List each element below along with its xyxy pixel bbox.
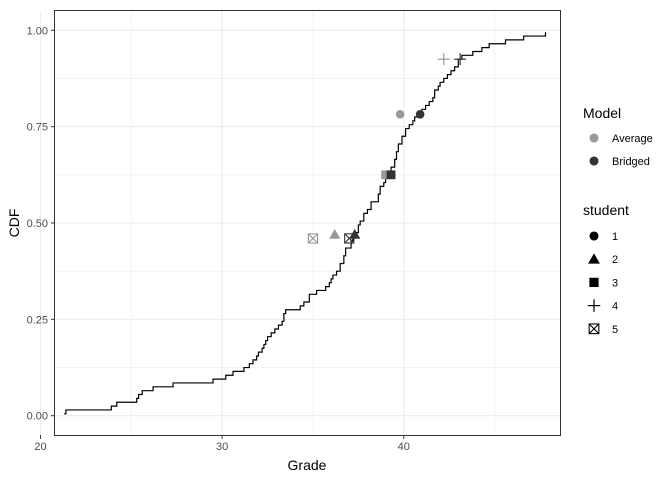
- legend-label-model-average: Average: [612, 133, 653, 145]
- axis-ticks: 20 30 40 0.00 0.25 0.50 0.75 1.00: [27, 25, 410, 453]
- marker-box-diag2: [344, 233, 355, 244]
- y-axis-title: CDF: [6, 209, 22, 238]
- legend-key-student-5: [588, 323, 600, 335]
- marker-bridged-student-5: [344, 233, 355, 244]
- marker-box: [588, 323, 600, 335]
- legend-key-student-4: [587, 299, 601, 312]
- x-axis-title: Grade: [288, 457, 327, 473]
- grid-lines: [39, 11, 560, 435]
- y-tick-label: 0.75: [27, 122, 48, 134]
- legend-label-student-5: 5: [612, 324, 618, 336]
- student-markers: [307, 53, 467, 244]
- marker-box: [344, 233, 355, 244]
- marker-average-student-3: [381, 170, 391, 180]
- legend-label-student-4: 4: [612, 301, 618, 313]
- marker-square: [589, 277, 599, 288]
- legend-key-student-1: [589, 231, 599, 241]
- legend-label-student-1: 1: [612, 231, 618, 243]
- marker-average-student-5: [307, 233, 319, 244]
- legend-label-student-3: 3: [612, 277, 618, 289]
- marker-circle: [395, 110, 405, 119]
- marker-average-student-4: [437, 53, 450, 66]
- marker-triangle: [329, 228, 341, 239]
- x-tick-label: 30: [216, 441, 228, 453]
- y-tick-label: 1.00: [27, 25, 48, 37]
- legend-key-student-2: [588, 253, 600, 264]
- cdf-line-layer: [64, 32, 547, 415]
- marker-square: [381, 170, 391, 180]
- marker-circle: [415, 110, 425, 119]
- legend-label-model-bridged: Bridged: [612, 156, 650, 168]
- x-tick-label: 20: [34, 441, 46, 453]
- legend-label-student-2: 2: [612, 254, 618, 266]
- marker-circle: [589, 133, 599, 143]
- legend-key-model-bridged: [589, 156, 599, 166]
- marker-box-diag2: [307, 233, 318, 244]
- marker-bridged-student-1: [415, 110, 425, 119]
- marker-box-diag2: [588, 323, 600, 335]
- marker-bridged-student-4: [454, 53, 467, 66]
- marker-circle: [589, 231, 599, 241]
- legend-title-model: Model: [583, 105, 621, 121]
- marker-box: [307, 233, 319, 244]
- marker-square: [386, 170, 396, 180]
- y-tick-label: 0.00: [27, 411, 48, 423]
- legend-key-student-3: [589, 277, 599, 288]
- marker-circle: [589, 156, 599, 166]
- legend-title-student: student: [583, 202, 629, 218]
- marker-bridged-student-3: [386, 170, 396, 180]
- y-tick-label: 0.50: [27, 218, 48, 230]
- marker-average-student-2: [329, 228, 341, 239]
- marker-average-student-1: [395, 110, 405, 119]
- x-tick-label: 40: [398, 441, 410, 453]
- cdf-step-line: [64, 32, 547, 415]
- marker-triangle: [588, 253, 600, 264]
- legends: Model Average Bridged student 1 2 3 4 5: [583, 105, 653, 336]
- y-tick-label: 0.25: [27, 314, 48, 326]
- legend-key-model-average: [589, 133, 599, 143]
